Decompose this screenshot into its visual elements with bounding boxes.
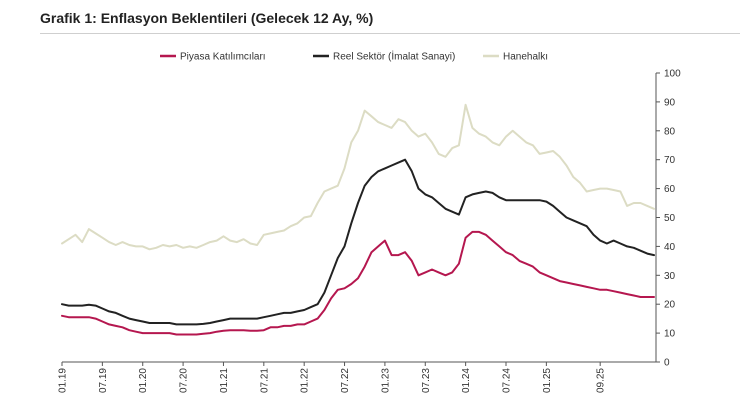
legend-label: Piyasa Katılımcıları — [180, 52, 266, 63]
y-tick-label: 100 — [664, 69, 681, 80]
y-tick-label: 30 — [664, 271, 676, 282]
y-tick-label: 80 — [664, 126, 676, 137]
series-line-0 — [61, 230, 655, 336]
x-tick-label: 07.23 — [421, 368, 432, 393]
y-tick-label: 40 — [664, 242, 676, 253]
y-tick-label: 60 — [664, 184, 676, 195]
x-tick-label: 01.21 — [219, 368, 230, 393]
y-tick-label: 0 — [664, 358, 670, 369]
x-tick-label: 07.22 — [340, 368, 351, 393]
chart-title: Grafik 1: Enflasyon Beklentileri (Gelece… — [40, 10, 374, 26]
x-tick-label: 01.24 — [461, 368, 472, 393]
x-tick-label: 07.20 — [179, 368, 190, 393]
y-tick-label: 70 — [664, 155, 676, 166]
series-line-1 — [61, 158, 655, 326]
x-tick-label: 01.19 — [58, 368, 69, 393]
y-tick-label: 90 — [664, 97, 676, 108]
title-divider — [40, 33, 740, 34]
y-tick-label: 50 — [664, 213, 676, 224]
x-tick-label: 01.25 — [542, 368, 553, 393]
x-tick-label: 07.24 — [502, 368, 513, 393]
y-tick-label: 20 — [664, 300, 676, 311]
legend-label: Reel Sektör (İmalat Sanayi) — [333, 50, 455, 63]
legend-label: Hanehalkı — [503, 52, 548, 63]
x-tick-label: 01.20 — [138, 368, 149, 393]
x-tick-label: 09.25 — [596, 368, 607, 393]
x-tick-label: 01.22 — [300, 368, 311, 393]
x-tick-label: 07.21 — [259, 368, 270, 393]
y-tick-label: 10 — [664, 329, 676, 340]
series-line-2 — [61, 103, 655, 251]
x-tick-label: 07.19 — [98, 368, 109, 393]
x-tick-label: 01.23 — [380, 368, 391, 393]
